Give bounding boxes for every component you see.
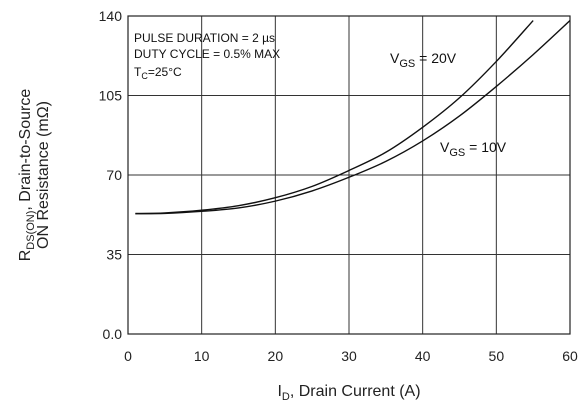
y-tick-label: 70 — [106, 167, 122, 183]
x-axis-label-rest: , Drain Current (A) — [290, 383, 421, 400]
x-tick-label: 50 — [489, 348, 505, 364]
series-label-vgs-20: VGS = 20V — [390, 50, 457, 70]
series-curves — [135, 20, 570, 215]
series-line-vgs-10 — [135, 20, 570, 215]
series-label-vgs-10-rest: = 10V — [465, 139, 507, 155]
y-tick-label: 140 — [99, 8, 123, 24]
x-axis-label-sub: D — [282, 391, 290, 403]
x-tick-label: 40 — [415, 348, 431, 364]
grid — [127, 15, 571, 335]
plot-frame — [127, 15, 571, 335]
series-label-vgs-10: VGS = 10V — [440, 139, 507, 159]
annotation-duty-cycle: DUTY CYCLE = 0.5% MAX — [134, 47, 280, 61]
y-axis-label: RDS(ON), Drain-to-Source ON Resistance (… — [17, 89, 52, 262]
series-label-vgs-10-sub: GS — [449, 147, 465, 159]
y-tick-label: 105 — [99, 88, 123, 104]
series-label-vgs-20-rest: = 20V — [415, 50, 457, 66]
series-label-vgs-10-main: V — [440, 139, 450, 155]
y-axis-label-line1-main: R — [17, 250, 34, 262]
y-tick-labels: 0.0 35 70 105 140 — [99, 8, 123, 342]
annotation-temperature: TC=25°C — [134, 65, 182, 81]
y-tick-label: 0.0 — [103, 326, 123, 342]
x-tick-labels: 0 10 20 30 40 50 60 — [124, 348, 578, 364]
annotation-temperature-sub: C — [141, 71, 148, 81]
annotation-temperature-rest: =25°C — [148, 65, 182, 79]
series-line-vgs-20 — [135, 20, 534, 215]
x-axis-label-main: I — [277, 383, 281, 400]
y-axis-label-line1-sub: DS(ON) — [25, 211, 37, 250]
x-tick-label: 20 — [268, 348, 284, 364]
x-tick-label: 30 — [341, 348, 357, 364]
x-tick-label: 10 — [194, 348, 210, 364]
annotation-pulse-duration: PULSE DURATION = 2 µs — [134, 31, 275, 45]
series-label-vgs-20-sub: GS — [399, 58, 415, 70]
y-axis-label-line2: ON Resistance (mΩ) — [35, 101, 52, 249]
y-axis-label-line1: RDS(ON), Drain-to-Source — [17, 89, 37, 262]
x-tick-label: 0 — [124, 348, 132, 364]
x-tick-label: 60 — [562, 348, 578, 364]
annotation-temperature-main: T — [134, 65, 142, 79]
y-tick-label: 35 — [106, 247, 122, 263]
x-axis-label: ID, Drain Current (A) — [277, 383, 420, 403]
y-axis-label-line1-rest: , Drain-to-Source — [17, 89, 34, 211]
series-label-vgs-20-main: V — [390, 50, 400, 66]
